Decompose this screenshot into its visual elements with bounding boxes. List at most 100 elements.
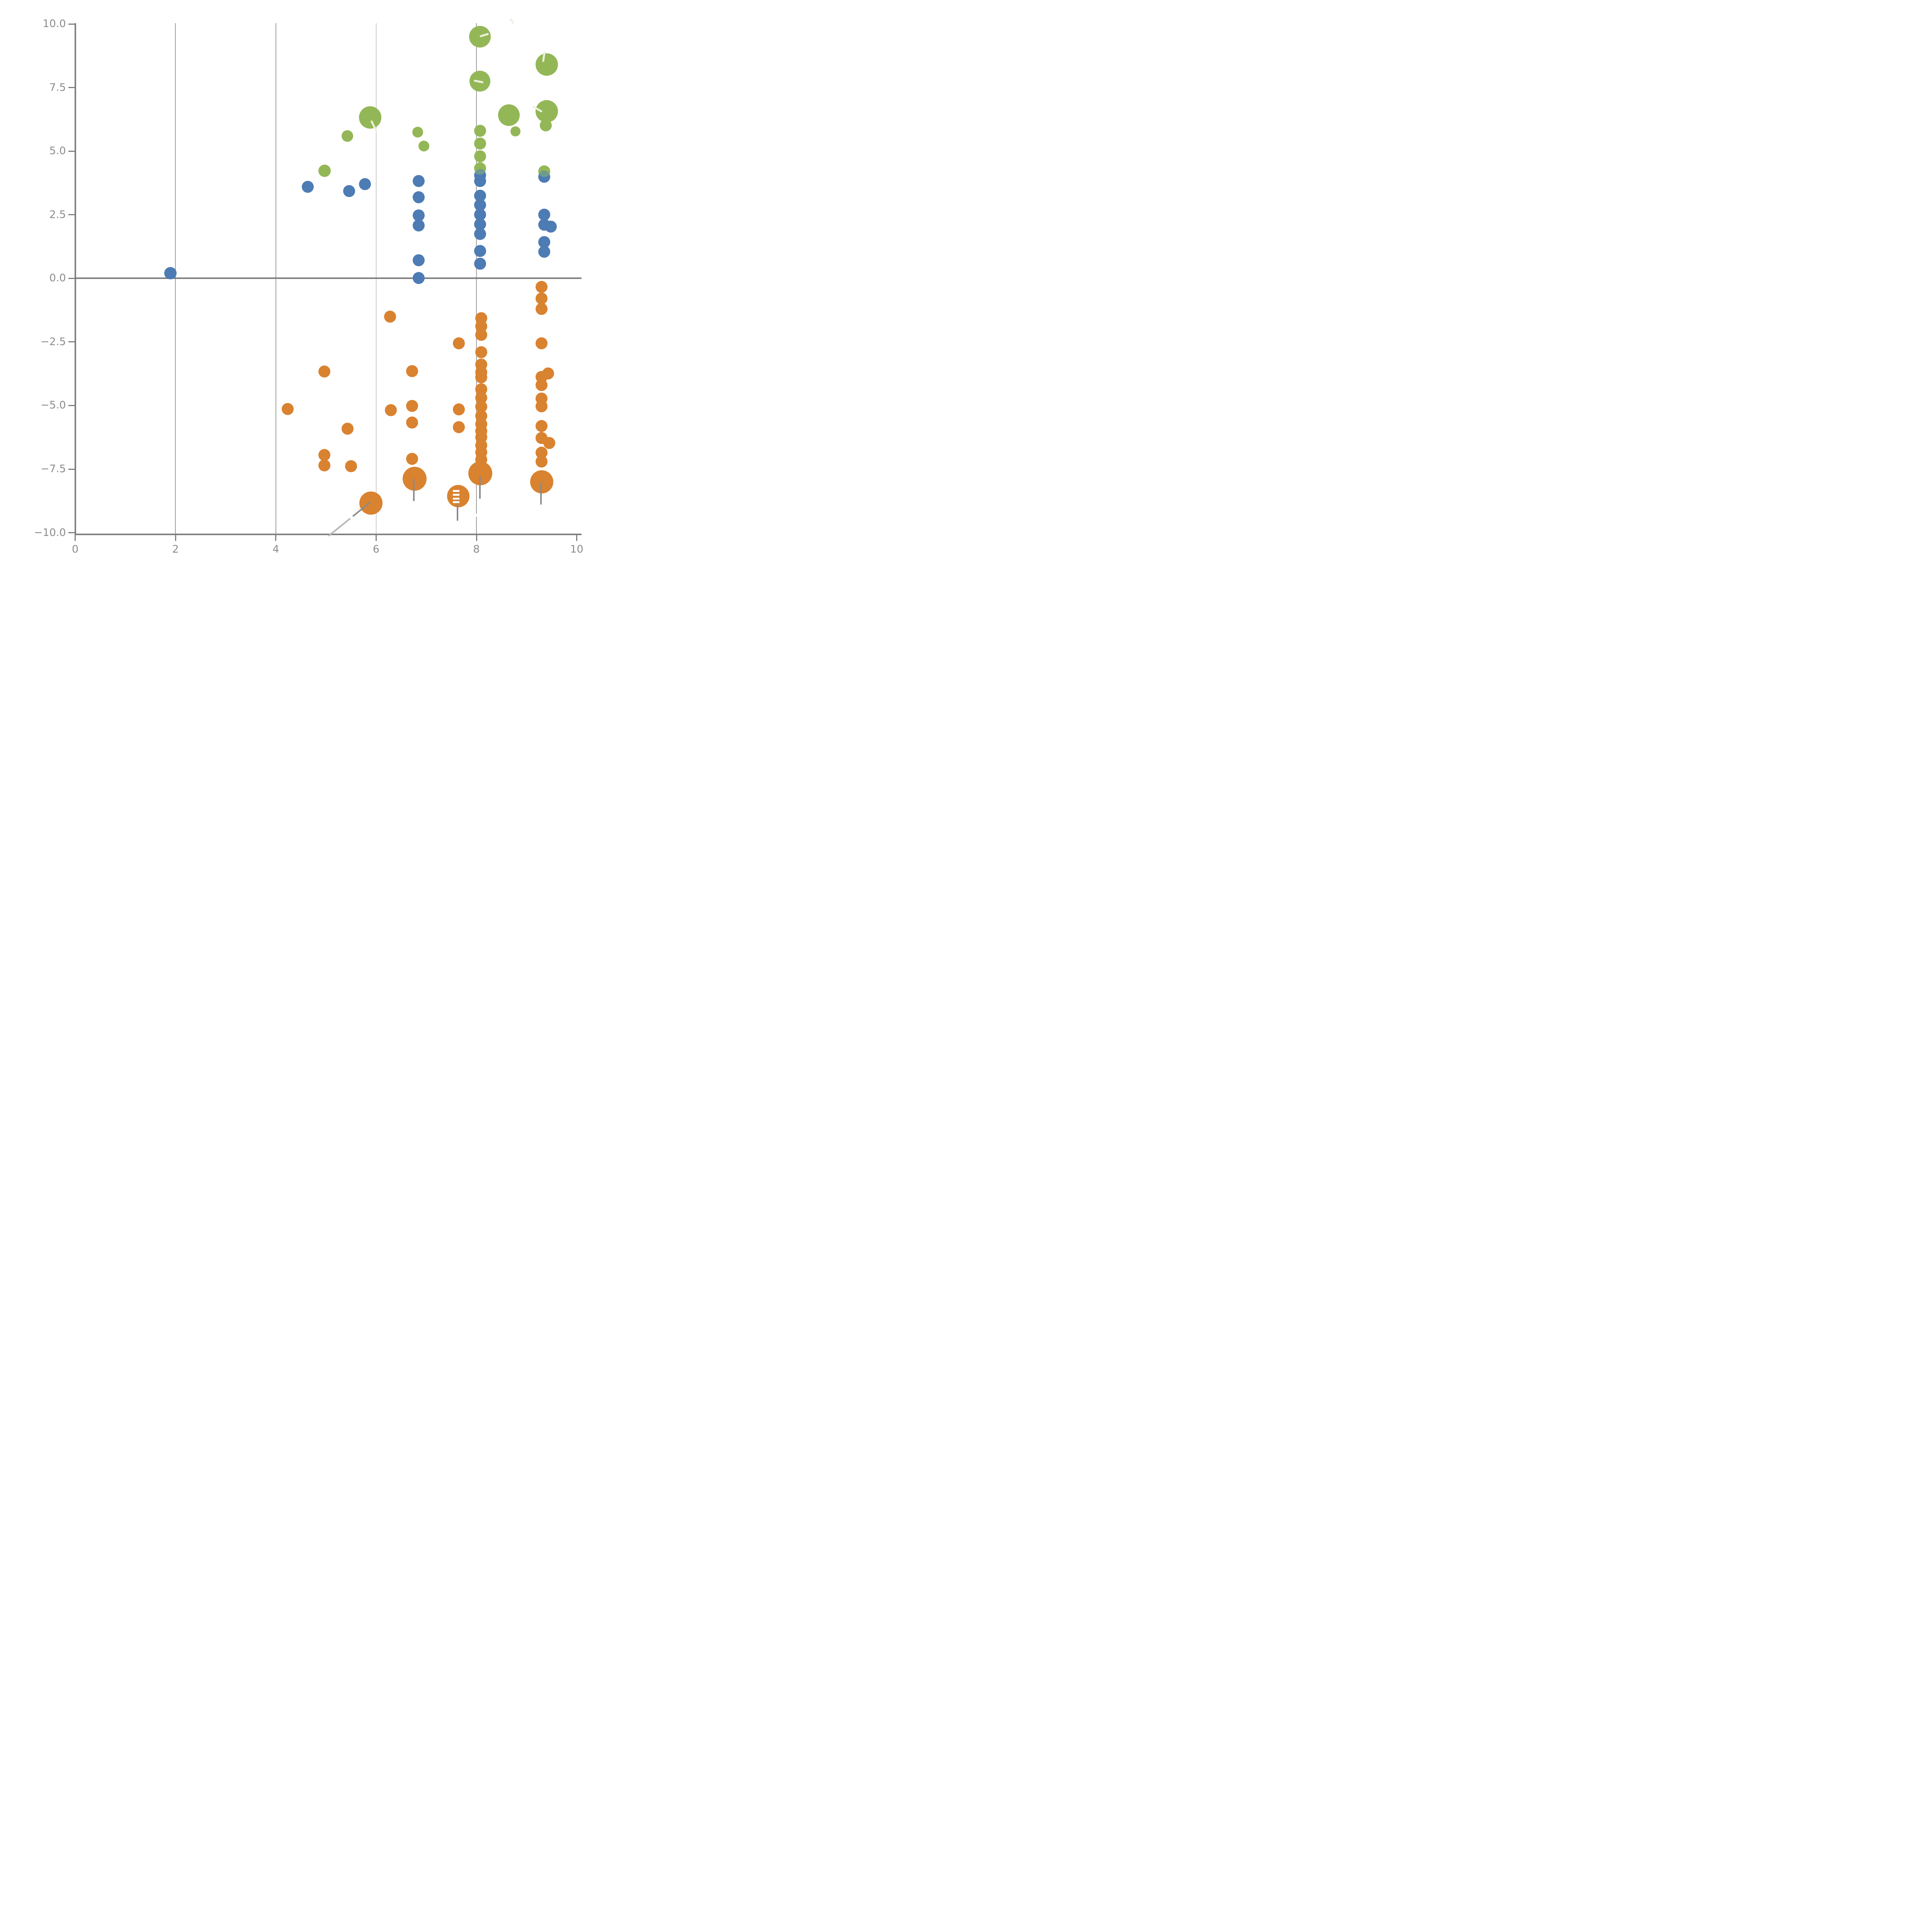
bubble-blue bbox=[538, 208, 550, 221]
bubble-orange bbox=[536, 281, 548, 293]
bubble-orange bbox=[318, 459, 331, 472]
white-stroke bbox=[509, 18, 515, 25]
bubble-blue bbox=[302, 181, 314, 193]
bubble-scatter-chart: Ch 10.07.55.02.50.0−2.5−5.0−7.5−10.00246… bbox=[0, 0, 599, 599]
gray-rule-line bbox=[413, 479, 415, 501]
x-tick-label: 4 bbox=[272, 543, 279, 555]
x-tick-label: 10 bbox=[570, 543, 583, 555]
y-tick-2.5 bbox=[68, 214, 75, 216]
y-tick-10.0 bbox=[68, 23, 75, 25]
bubble-orange bbox=[318, 449, 331, 461]
y-tick-label: 10.0 bbox=[43, 18, 66, 30]
bubble-orange bbox=[453, 403, 465, 415]
x-tick-2 bbox=[175, 535, 176, 541]
bubble-green bbox=[418, 140, 429, 151]
y-tick-label: 0.0 bbox=[49, 272, 66, 284]
bubble-orange bbox=[536, 337, 548, 350]
y-tick-−2.5 bbox=[68, 341, 75, 343]
bubble-green bbox=[359, 106, 381, 129]
white-dash bbox=[453, 494, 459, 496]
bubble-blue bbox=[544, 220, 557, 233]
gray-rule-line bbox=[540, 482, 542, 505]
y-tick-label: −5.0 bbox=[41, 399, 66, 412]
y-tick-−5.0 bbox=[68, 405, 75, 406]
y-tick-label: 2.5 bbox=[49, 208, 66, 221]
overlap-lens bbox=[539, 171, 549, 177]
bubble-blue bbox=[474, 257, 486, 270]
bubble-blue bbox=[474, 228, 486, 240]
bubble-orange bbox=[453, 337, 465, 349]
bubble-orange bbox=[536, 456, 548, 468]
bubble-green bbox=[474, 137, 486, 150]
gridline-x-6 bbox=[376, 23, 377, 535]
bubble-blue bbox=[413, 191, 425, 203]
white-dash bbox=[453, 501, 459, 503]
bubble-orange bbox=[536, 420, 548, 432]
white-dash bbox=[453, 498, 459, 500]
bubble-orange bbox=[345, 460, 357, 473]
x-tick-8 bbox=[476, 535, 477, 541]
gray-rule-line bbox=[479, 476, 481, 499]
bubble-blue bbox=[164, 267, 177, 280]
y-tick-7.5 bbox=[68, 87, 75, 88]
x-tick-0 bbox=[75, 535, 76, 541]
zero-line bbox=[74, 277, 582, 279]
bubble-green bbox=[474, 150, 486, 162]
bubble-orange bbox=[384, 404, 397, 416]
bubble-green bbox=[474, 124, 486, 137]
bubble-orange bbox=[536, 400, 548, 412]
x-tick-10 bbox=[576, 535, 578, 541]
y-tick-label: −10.0 bbox=[34, 526, 66, 539]
x-tick-label: 2 bbox=[172, 543, 179, 555]
y-tick-−10.0 bbox=[68, 532, 75, 534]
bubble-orange bbox=[341, 422, 354, 435]
bubble-orange bbox=[359, 492, 383, 515]
bubble-green bbox=[342, 130, 354, 142]
bubble-orange bbox=[536, 303, 548, 315]
bubble-orange bbox=[475, 328, 488, 341]
bubble-green bbox=[498, 104, 520, 126]
gridline-x-2 bbox=[175, 23, 176, 535]
bubble-blue bbox=[538, 245, 550, 258]
bubble-blue bbox=[474, 245, 486, 257]
bubble-orange bbox=[475, 371, 488, 383]
bubble-green bbox=[412, 126, 423, 138]
bubble-orange bbox=[282, 403, 294, 415]
bubble-blue bbox=[474, 175, 486, 187]
y-tick-label: 5.0 bbox=[49, 145, 66, 157]
x-axis-line bbox=[74, 533, 582, 535]
bubble-orange bbox=[475, 346, 488, 358]
bubble-orange bbox=[447, 485, 470, 507]
x-tick-4 bbox=[275, 535, 277, 541]
bubble-orange bbox=[406, 417, 418, 429]
gridline-x-8 bbox=[476, 23, 477, 535]
x-tick-label: 0 bbox=[72, 543, 79, 555]
bubble-blue bbox=[413, 254, 425, 267]
y-tick-5.0 bbox=[68, 150, 75, 152]
y-tick-label: −2.5 bbox=[41, 335, 66, 348]
y-tick-0.0 bbox=[68, 277, 75, 279]
x-tick-6 bbox=[375, 535, 377, 541]
y-tick-label: 7.5 bbox=[49, 81, 66, 94]
overlap-lens bbox=[475, 169, 485, 175]
bubble-orange bbox=[406, 365, 418, 378]
y-axis-line bbox=[74, 23, 76, 535]
bubble-blue bbox=[413, 175, 425, 187]
bubble-green bbox=[510, 126, 521, 136]
bubble-green bbox=[535, 53, 558, 76]
bubble-green bbox=[318, 165, 331, 177]
x-tick-label: 8 bbox=[473, 543, 480, 555]
bubble-blue bbox=[413, 272, 425, 284]
y-tick-label: −7.5 bbox=[41, 463, 66, 475]
bubble-blue bbox=[413, 219, 425, 231]
white-dash bbox=[453, 490, 459, 492]
bubble-orange bbox=[536, 292, 548, 304]
bubble-green bbox=[535, 100, 558, 122]
bubble-orange bbox=[384, 310, 396, 323]
bubble-orange bbox=[406, 400, 418, 412]
bubble-blue bbox=[343, 185, 355, 197]
bubble-orange bbox=[406, 452, 418, 465]
y-tick-−7.5 bbox=[68, 468, 75, 470]
bubble-green bbox=[539, 119, 552, 131]
bubble-orange bbox=[543, 437, 555, 449]
